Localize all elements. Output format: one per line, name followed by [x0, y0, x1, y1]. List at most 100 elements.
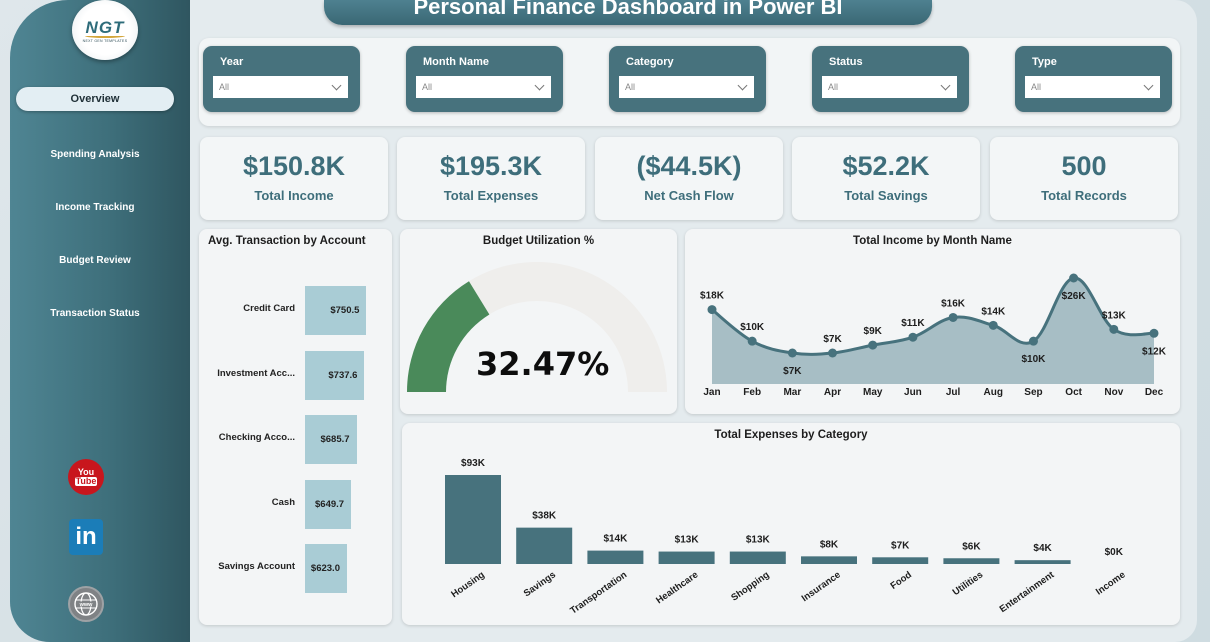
linkedin-icon[interactable]: in [69, 519, 103, 555]
sidebar-item-overview[interactable]: Overview [16, 87, 174, 111]
month-tick-label: Nov [1104, 387, 1123, 398]
budget-utilization-gauge: Budget Utilization % 32.47% [400, 229, 677, 414]
bar-data-label: $649.7 [315, 498, 345, 510]
month-tick-label: Oct [1065, 387, 1082, 398]
chevron-down-icon [534, 80, 545, 90]
income-data-label: $10K [1022, 354, 1047, 365]
sidebar-item-budget-review[interactable]: Budget Review [59, 254, 131, 266]
income-data-label: $12K [1142, 346, 1167, 357]
income-area-fill [712, 277, 1154, 384]
gauge-value: 32.47% [476, 345, 610, 383]
account-label: Cash [271, 496, 295, 508]
sidebar-item-income-tracking[interactable]: Income Tracking [55, 201, 135, 213]
account-label: Checking Acco... [218, 432, 295, 443]
category-tick-label: Housing [449, 569, 487, 600]
expense-data-label: $13K [675, 535, 700, 546]
month-tick-label: Apr [824, 387, 841, 398]
income-point [1149, 328, 1159, 338]
account-label: Credit Card [243, 303, 295, 314]
expense-bar [872, 557, 929, 564]
page-title-banner: Personal Finance Dashboard in Power BI [324, 0, 932, 25]
slicer-year: Year All [203, 46, 360, 112]
expense-data-label: $6K [962, 541, 981, 552]
globe-icon: www [74, 592, 98, 616]
income-point [1028, 336, 1038, 346]
website-globe-icon[interactable]: www [68, 586, 104, 622]
month-tick-label: Mar [783, 387, 801, 398]
month-tick-label: Jun [904, 387, 922, 398]
expense-data-label: $8K [820, 539, 839, 550]
income-data-label: $7K [783, 366, 802, 377]
status-dropdown[interactable]: All [822, 76, 957, 98]
month-tick-label: Jan [703, 387, 720, 398]
gauge-svg [407, 262, 667, 392]
income-data-label: $7K [823, 334, 842, 345]
slicer-panel: Year All Month Name All Category All Sta… [199, 38, 1180, 126]
logo-subtitle: NEXT GEN TEMPLATES [82, 38, 128, 43]
logo-swoosh-icon [85, 34, 125, 38]
month-tick-label: Aug [984, 387, 1003, 398]
kpi-label: Net Cash Flow [644, 188, 734, 203]
income-data-label: $26K [1062, 291, 1087, 302]
chart-title: Total Income by Month Name [853, 235, 1012, 247]
category-tick-label: Entertainment [998, 569, 1057, 615]
account-label: Savings Account [218, 561, 295, 572]
chevron-down-icon [737, 80, 748, 90]
account-bar-row: Credit Card $750.5 [199, 286, 392, 336]
www-text: www [79, 602, 94, 608]
type-dropdown[interactable]: All [1025, 76, 1160, 98]
kpi-label: Total Expenses [443, 188, 539, 203]
month-name-dropdown[interactable]: All [416, 76, 551, 98]
slicer-category: Category All [609, 46, 766, 112]
kpi-total-records: 500 Total Records [990, 137, 1178, 220]
bar-data-label: $623.0 [310, 563, 340, 574]
kpi-label: Total Records [1041, 188, 1127, 203]
chevron-down-icon [1143, 80, 1154, 90]
expense-bar [587, 550, 644, 564]
youtube-icon[interactable]: You Tube [68, 459, 104, 495]
account-bar-row: Savings Account $623.0 [199, 544, 392, 594]
category-tick-label: Shopping [729, 569, 771, 603]
income-point [828, 348, 838, 358]
income-data-label: $11K [901, 318, 925, 329]
income-data-label: $10K [740, 322, 765, 333]
total-income-by-month-chart: Total Income by Month Name $18K Jan $10K Fe… [685, 229, 1180, 414]
category-tick-label: Utilities [951, 569, 985, 598]
expense-data-label: $38K [532, 511, 557, 522]
category-dropdown[interactable]: All [619, 76, 754, 98]
expense-bar [658, 551, 715, 564]
chevron-down-icon [331, 80, 342, 90]
month-tick-label: Jul [946, 387, 961, 398]
income-data-label: $16K [941, 298, 966, 309]
slicer-label: Year [220, 56, 244, 68]
income-point [747, 336, 757, 346]
kpi-label: Total Income [254, 188, 334, 203]
account-bar: $685.7 [305, 415, 357, 464]
kpi-value: $52.2K [842, 151, 930, 181]
youtube-you-text: You [77, 467, 95, 477]
gauge-fill [407, 281, 490, 392]
dropdown-value: All [828, 82, 839, 92]
income-point [988, 320, 998, 330]
slicer-status: Status All [812, 46, 969, 112]
expense-data-label: $4K [1033, 543, 1052, 554]
bar-data-label: $737.6 [328, 369, 358, 381]
category-tick-label: Income [1094, 569, 1128, 597]
income-data-label: $14K [981, 306, 1006, 317]
account-bar-row: Investment Acc... $737.6 [199, 350, 392, 401]
category-tick-label: Healthcare [654, 569, 700, 606]
sidebar-item-transaction-status[interactable]: Transaction Status [50, 307, 140, 319]
income-point [948, 312, 958, 322]
expense-bar [516, 527, 573, 564]
expenses-bar-svg: $93K Housing $38K Savings $14K Transportation… [445, 458, 1128, 617]
sidebar-item-spending-analysis[interactable]: Spending Analysis [50, 148, 140, 160]
chart-title: Total Expenses by Category [714, 429, 868, 441]
chart-title: Avg. Transaction by Account [208, 235, 366, 247]
expense-data-label: $0K [1105, 547, 1124, 558]
dropdown-value: All [422, 82, 433, 92]
account-bar-row: Cash $649.7 [199, 479, 392, 530]
year-dropdown[interactable]: All [213, 76, 348, 98]
expense-bar [445, 475, 501, 564]
account-bar: $649.7 [305, 479, 352, 529]
expense-data-label: $13K [746, 535, 771, 546]
